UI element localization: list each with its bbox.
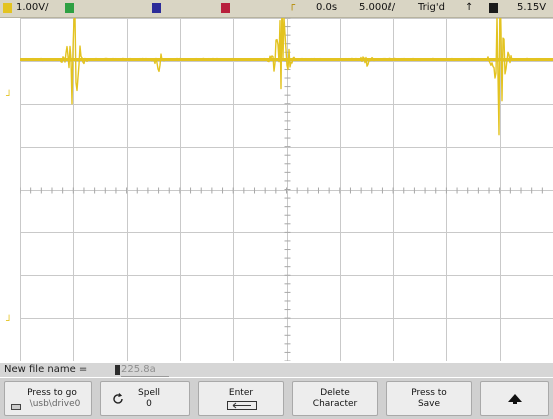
up-arrow-icon [508, 394, 522, 404]
trigger-slope-icon: ↑ [465, 2, 474, 13]
trigger-status: Trig'd [418, 2, 445, 13]
enter-arrow-icon [227, 401, 257, 410]
channel1-indicator-icon [3, 3, 12, 13]
softkey-sublabel: Save [417, 399, 441, 409]
softkey-bar: Press to go \usb\drive0 Spell 0 Enter De… [0, 378, 553, 419]
channel2-indicator-icon [65, 3, 74, 13]
softkey-label: Press to go [27, 388, 77, 398]
press-to-go-button[interactable]: Press to go \usb\drive0 [4, 381, 92, 416]
file-name-label: New file name = [4, 364, 88, 375]
delete-character-button[interactable]: Delete Character [292, 381, 378, 416]
softkey-label: Enter [228, 388, 254, 398]
graticule [19, 0, 553, 362]
file-name-input[interactable]: 225.8a [121, 364, 169, 377]
channel1-scale: 1.00V/ [16, 2, 49, 13]
channel3-indicator-icon [152, 3, 161, 13]
softkey-sublabel: 0 [146, 399, 152, 409]
softkey-label: Spell [138, 388, 160, 398]
rotate-knob-icon [113, 393, 123, 404]
spell-knob-button[interactable]: Spell 0 [100, 381, 190, 416]
delay-value: 0.0s [316, 2, 338, 13]
text-cursor [115, 365, 120, 375]
softkey-label: Press to [411, 388, 447, 398]
trigger-source-icon [489, 3, 498, 13]
usb-drive-icon [11, 404, 21, 410]
press-to-save-button[interactable]: Press to Save [386, 381, 472, 416]
trigger-level: 5.15V [517, 2, 547, 13]
channel4-indicator-icon [221, 3, 230, 13]
softkey-label: Delete [320, 388, 350, 398]
waveform-display [19, 0, 553, 362]
timebase-scale: 5.000ℓ/ [359, 2, 396, 13]
reference-marker-icon: ┘ [6, 316, 13, 327]
ground-marker-icon: ┘ [6, 91, 13, 102]
up-menu-button[interactable] [480, 381, 549, 416]
softkey-sublabel: Character [312, 399, 358, 409]
enter-button[interactable]: Enter [198, 381, 284, 416]
status-bar: 1.00V/ ┌ 0.0s 5.000ℓ/ Trig'd ↑ 5.15V [0, 0, 553, 18]
softkey-sublabel: \usb\drive0 [29, 399, 81, 409]
trigger-position-icon: ┌ [289, 0, 296, 11]
file-name-bar: New file name = 225.8a [0, 363, 553, 377]
